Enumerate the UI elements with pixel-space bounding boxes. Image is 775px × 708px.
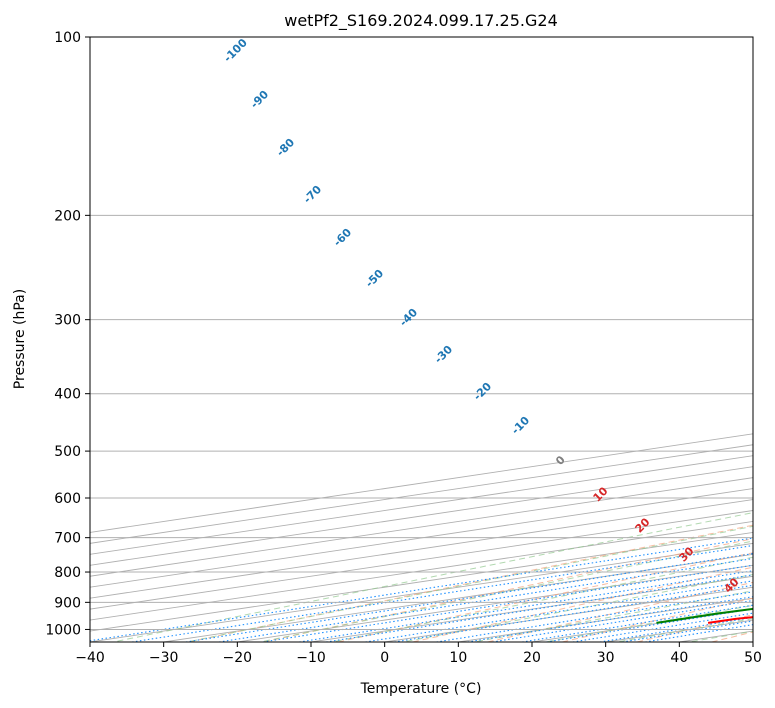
adiabat-label: -70 xyxy=(301,183,324,206)
isotherm-line xyxy=(90,488,753,588)
isotherm-line xyxy=(90,455,753,555)
y-axis-label: Pressure (hPa) xyxy=(12,289,28,389)
adiabat-label: 30 xyxy=(677,544,697,564)
adiabat-label: -90 xyxy=(248,88,271,111)
x-tick-label: 50 xyxy=(744,650,762,666)
moist-adiabat-line xyxy=(542,604,753,642)
adiabat-label: -40 xyxy=(397,306,420,329)
y-tick-label: 900 xyxy=(54,595,81,611)
temperature-profile-line xyxy=(707,616,753,624)
isotherm-line xyxy=(90,510,753,610)
isotherm-line xyxy=(90,477,753,577)
isobars xyxy=(90,37,753,630)
adiabat-label: -60 xyxy=(331,226,354,249)
dry-adiabat-line xyxy=(711,631,753,642)
adiabat-label: -100 xyxy=(221,36,250,65)
mixing-ratio-line xyxy=(326,574,753,642)
y-tick-label: 1000 xyxy=(45,622,81,638)
y-tick-label: 300 xyxy=(54,313,81,329)
y-tick-label: 600 xyxy=(54,491,81,507)
adiabat-label: -10 xyxy=(509,414,532,437)
dry-adiabats xyxy=(188,524,753,642)
x-tick-label: 20 xyxy=(523,650,541,666)
mixing-ratio-line xyxy=(394,584,753,642)
mixing-ratio-line xyxy=(218,557,753,642)
isotherm-line xyxy=(752,641,753,642)
isotherm-line xyxy=(90,531,753,632)
x-tick-label: 0 xyxy=(380,650,389,666)
y-tick-label: 700 xyxy=(54,531,81,547)
x-tick-label: −40 xyxy=(75,650,105,666)
profile-series xyxy=(656,607,753,624)
x-axis: −40 −30 −20 −10 0 10 20 30 40 50 xyxy=(75,642,762,666)
isotherms xyxy=(90,433,753,642)
isotherm-line xyxy=(90,542,753,642)
isotherm-line xyxy=(90,466,753,566)
mixing-ratio-line xyxy=(599,616,753,642)
moist-adiabat-line xyxy=(400,573,753,642)
dry-adiabat-line xyxy=(263,538,753,642)
dewpoint-profile-line xyxy=(656,607,753,624)
y-axis: 100 200 300 400 500 600 700 800 900 1000 xyxy=(45,30,90,638)
moist-adiabat-line xyxy=(755,24,775,643)
mixing-ratio-line xyxy=(365,580,753,642)
x-tick-label: −30 xyxy=(149,650,179,666)
x-tick-label: −10 xyxy=(296,650,326,666)
dry-adiabat-line xyxy=(636,614,753,642)
dry-adiabat-line xyxy=(188,524,753,642)
moist-adiabat-line xyxy=(257,540,753,642)
x-tick-label: 40 xyxy=(670,650,688,666)
mixing-ratio-line xyxy=(572,612,753,642)
dry-adiabat-line xyxy=(562,597,753,642)
adiabat-label: -80 xyxy=(274,136,297,159)
adiabat-label: -20 xyxy=(471,380,494,403)
plot-area: 0.10.20.40.611.52346810131620253036-100-… xyxy=(90,24,775,643)
mixing-ratio-line xyxy=(299,570,753,642)
adiabat-label: -50 xyxy=(363,267,386,290)
adiabat-label: 0 xyxy=(553,453,568,468)
isotherm-line xyxy=(90,520,753,621)
adiabat-label: -30 xyxy=(432,343,455,366)
x-tick-label: 30 xyxy=(597,650,615,666)
x-axis-label: Temperature (°C) xyxy=(360,681,482,697)
chart-title: wetPf2_S169.2024.099.17.25.G24 xyxy=(284,11,558,31)
y-tick-label: 400 xyxy=(54,387,81,403)
y-tick-label: 800 xyxy=(54,565,81,581)
moist-adiabat-line xyxy=(110,512,753,642)
plot-frame xyxy=(89,36,754,643)
isotherm-line xyxy=(458,597,753,642)
x-tick-label: 10 xyxy=(449,650,467,666)
dry-adiabat-line xyxy=(412,566,753,642)
mixing-ratio-line xyxy=(131,544,753,642)
adiabat-label: 20 xyxy=(633,515,653,535)
mixing-ratio-line xyxy=(262,564,753,642)
dry-adiabat-line xyxy=(487,581,753,642)
y-tick-label: 200 xyxy=(54,208,81,224)
isotherm-line xyxy=(384,586,753,642)
isotherm-line xyxy=(90,433,753,533)
isotherm-line xyxy=(90,444,753,544)
y-tick-label: 500 xyxy=(54,444,81,460)
isotherm-line xyxy=(531,608,753,642)
x-tick-label: −20 xyxy=(223,650,253,666)
moist-adiabat-line xyxy=(471,590,753,642)
isotherm-line xyxy=(90,499,753,599)
y-tick-label: 100 xyxy=(54,30,81,46)
